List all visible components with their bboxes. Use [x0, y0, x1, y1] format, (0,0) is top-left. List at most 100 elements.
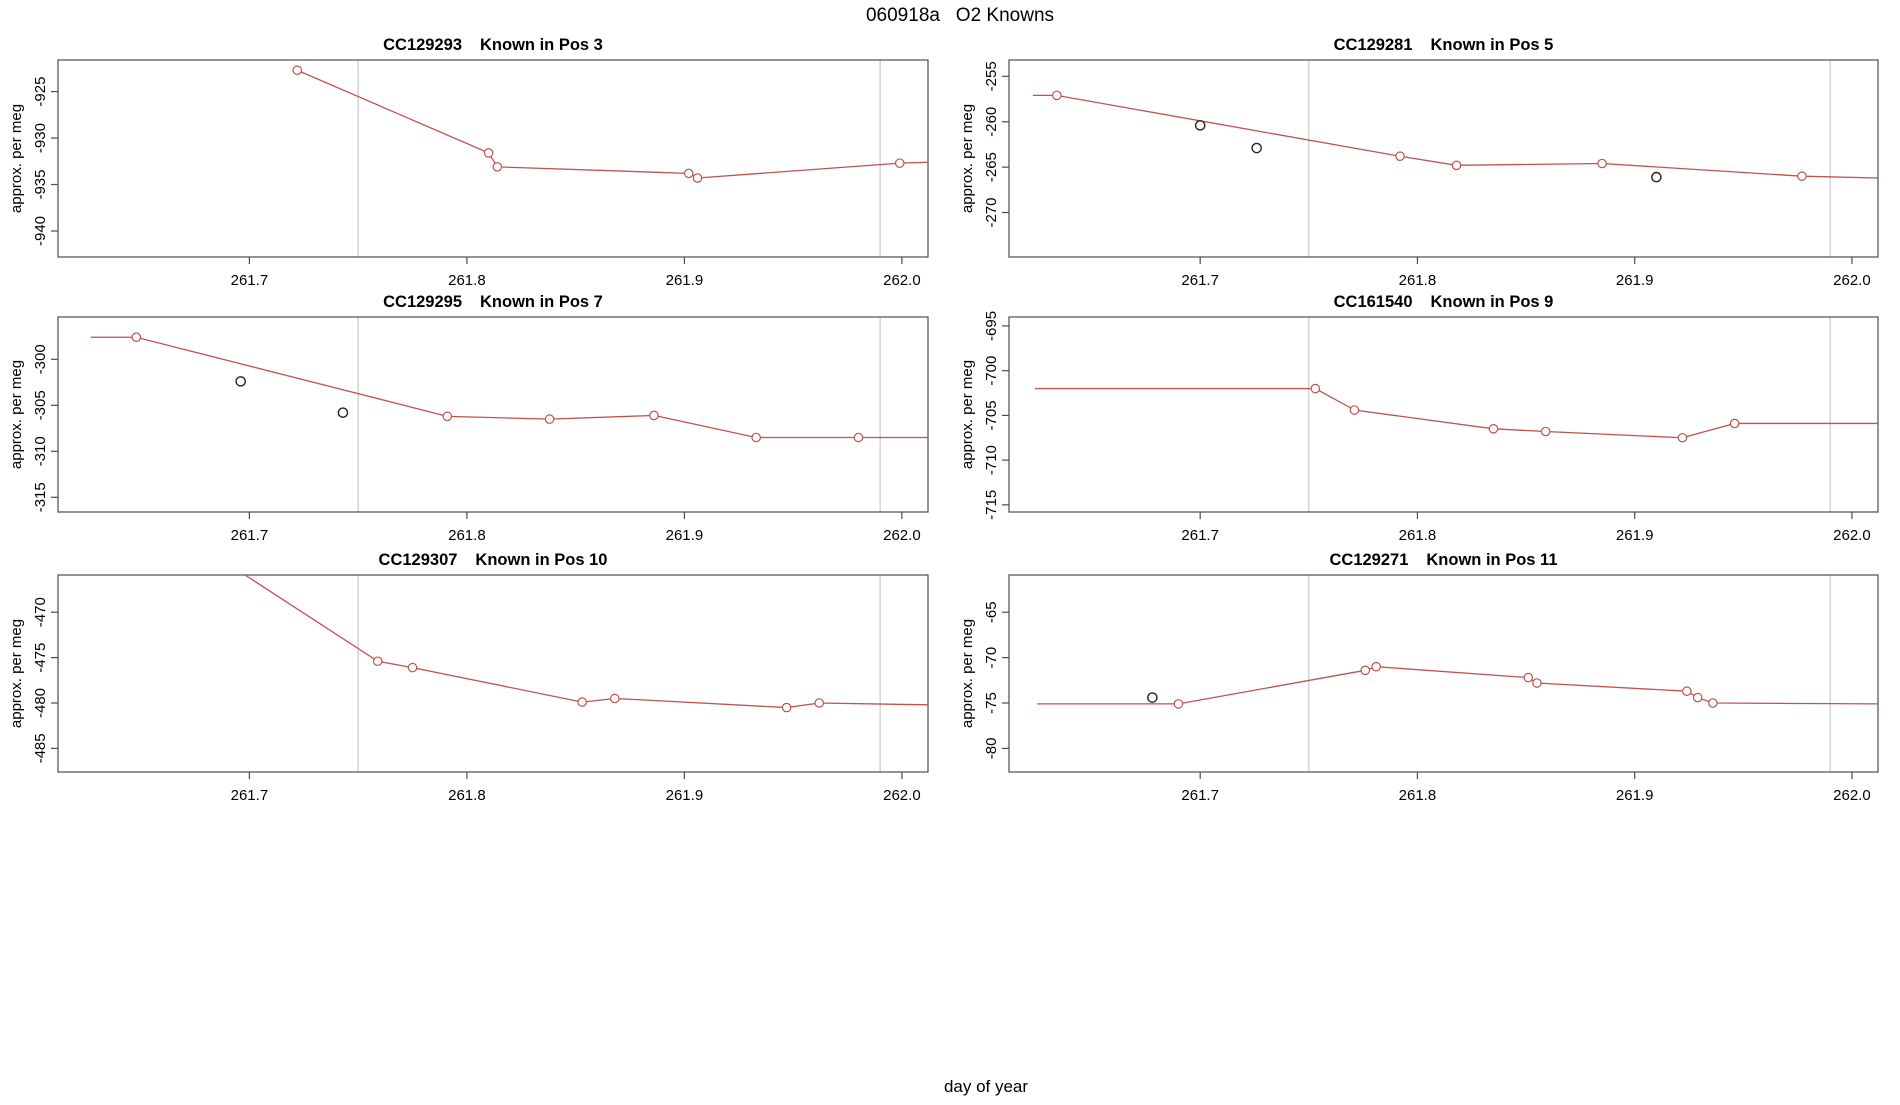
x-axis-tick-label: 261.7: [1181, 272, 1219, 289]
panel-border: [1008, 59, 1879, 258]
data-point-marker: [853, 432, 864, 443]
x-axis-tick-label: 261.9: [666, 787, 704, 804]
panel-title-id: CC129307: [379, 551, 458, 569]
panel-title: CC161540 Known in Pos 9: [1334, 293, 1554, 311]
y-axis-tick-label: -695: [983, 311, 1000, 341]
x-axis-tick-label: 261.8: [1399, 787, 1437, 804]
x-axis-tick-label: 261.8: [1399, 527, 1437, 544]
x-axis-tick-label: 261.9: [1616, 527, 1654, 544]
panel-title-pos: Known in Pos 5: [1431, 36, 1554, 54]
y-axis-tick-label: -480: [32, 688, 49, 718]
y-axis-tick-label: -255: [983, 61, 1000, 91]
data-point-marker: [683, 168, 694, 179]
panel-CC161540: 261.7 261.8 261.9 262.0 -715 -710 -705 -700 -695…: [959, 293, 1879, 544]
y-axis-tick-label: -310: [32, 436, 49, 466]
x-axis-tick-label: 262.0: [883, 527, 921, 544]
data-point-marker: [1371, 661, 1381, 672]
y-axis-tick-label: -315: [32, 482, 49, 512]
data-point-marker: [372, 656, 383, 667]
data-point-marker: [1682, 686, 1692, 697]
y-axis-tick-label: -710: [983, 445, 1000, 475]
data-point-marker: [1395, 151, 1405, 162]
panel-border: [1008, 316, 1879, 513]
x-axis-tick-label: 261.7: [231, 272, 269, 289]
panel-y-axis-label: approx. per meg: [959, 104, 976, 213]
data-point-marker: [649, 410, 659, 421]
y-axis-tick-label: -270: [983, 198, 1000, 228]
trend-line: [244, 575, 928, 709]
x-axis-tick-label: 261.9: [1616, 787, 1654, 804]
panel-title-pos: Known in Pos 7: [480, 293, 603, 311]
data-point-marker: [1451, 160, 1462, 171]
data-point-marker: [781, 702, 792, 713]
panel-title-pos: Known in Pos 3: [480, 36, 603, 54]
data-point-marker: [544, 414, 555, 424]
x-axis-tick-label: 262.0: [1833, 527, 1871, 544]
y-axis-tick-label: -940: [32, 216, 49, 246]
x-axis-tick-label: 262.0: [883, 272, 921, 289]
panel-title-pos: Known in Pos 9: [1431, 293, 1554, 311]
x-axis-tick-label: 262.0: [1833, 787, 1871, 804]
y-axis-tick-label: -485: [32, 733, 49, 763]
data-point-marker: [442, 411, 453, 422]
data-point-marker: [292, 65, 303, 76]
x-axis-tick-label: 261.8: [448, 272, 486, 289]
y-axis-tick-label: -935: [32, 170, 49, 200]
trend-line: [90, 336, 928, 439]
panel-title-id: CC161540: [1334, 293, 1413, 311]
y-axis-tick-label: -705: [983, 400, 1000, 430]
trend-line: [296, 69, 928, 179]
panel-border: [57, 59, 929, 258]
x-axis-tick-label: 262.0: [1833, 272, 1871, 289]
data-point-marker: [1488, 424, 1499, 434]
data-point-marker: [483, 148, 494, 158]
x-axis-tick-label: 261.7: [231, 527, 269, 544]
panel-border: [57, 574, 929, 773]
panel-title-pos: Known in Pos 11: [1426, 551, 1557, 569]
data-point-marker: [1532, 678, 1542, 688]
x-axis-tick-label: 262.0: [883, 787, 921, 804]
panel-CC129281: 261.7 261.8 261.9 262.0 -270 -265 -260 -255 appr…: [959, 36, 1879, 289]
panel-title-id: CC129271: [1330, 551, 1409, 569]
data-point-marker: [692, 173, 703, 183]
panel-title-id: CC129293: [383, 36, 462, 54]
data-point-marker: [1729, 418, 1740, 429]
panel-border: [57, 316, 929, 513]
panel-title: CC129281 Known in Pos 5: [1334, 36, 1554, 54]
data-point-marker: [894, 158, 905, 168]
data-point-marker: [1173, 699, 1184, 709]
panel-border: [1008, 574, 1879, 773]
y-axis-tick-label: -715: [983, 490, 1000, 520]
panel-y-axis-label: approx. per meg: [959, 360, 976, 469]
panel-y-axis-label: approx. per meg: [8, 360, 25, 469]
panel-CC129293: 261.7 261.8 261.9 262.0 -940 -935 -930 -925 appr…: [8, 36, 929, 289]
x-axis-tick-label: 261.8: [1399, 272, 1437, 289]
y-axis-tick-label: -260: [983, 107, 1000, 137]
panel-title-id: CC129281: [1334, 36, 1413, 54]
y-axis-tick-label: -75: [983, 692, 1000, 714]
y-axis-tick-label: -265: [983, 152, 1000, 182]
outlier-point: [1194, 120, 1206, 131]
data-point-marker: [492, 162, 503, 172]
outlier-point: [1251, 142, 1262, 154]
x-axis-tick-label: 261.8: [448, 787, 486, 804]
data-point-marker: [1597, 158, 1607, 169]
y-axis-tick-label: -700: [983, 356, 1000, 386]
panel-title-pos: Known in Pos 10: [475, 551, 607, 569]
panel-y-axis-label: approx. per meg: [8, 619, 25, 728]
panel-CC129295: 261.7 261.8 261.9 262.0 -315 -310 -305 -300 appr…: [8, 293, 929, 544]
x-axis-tick-label: 261.9: [1616, 272, 1654, 289]
data-point-marker: [751, 432, 761, 443]
outlier-point: [1147, 692, 1158, 703]
panel-title: CC129295 Known in Pos 7: [383, 293, 603, 311]
data-point-marker: [1677, 432, 1688, 443]
panel-CC129271: 261.7 261.8 261.9 262.0 -80 -75 -70 -65 approx. …: [959, 551, 1879, 804]
data-point-marker: [577, 697, 587, 707]
y-axis-tick-label: -300: [32, 344, 49, 374]
y-axis-tick-label: -80: [983, 738, 1000, 760]
panel-title: CC129307 Known in Pos 10: [379, 551, 608, 569]
data-point-marker: [1310, 383, 1321, 394]
data-point-marker: [1708, 698, 1718, 708]
